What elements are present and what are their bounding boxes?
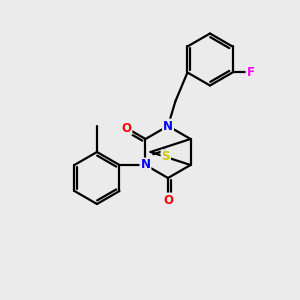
Text: O: O bbox=[122, 122, 131, 134]
Text: O: O bbox=[163, 194, 173, 206]
Text: N: N bbox=[140, 158, 151, 172]
Text: F: F bbox=[247, 66, 254, 79]
Text: S: S bbox=[161, 151, 170, 164]
Text: N: N bbox=[163, 119, 173, 133]
